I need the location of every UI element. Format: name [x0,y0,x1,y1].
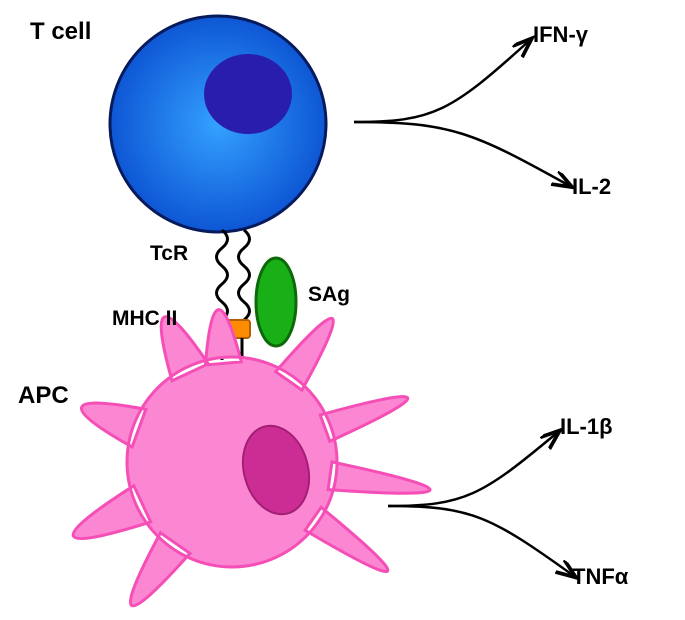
t-cell-nucleus [204,54,292,134]
apc-label: APC [18,382,69,410]
apc-cytokine-arrows [388,432,574,576]
tnf-alpha-label: TNFα [572,564,628,590]
mhc-ii-label: MHC II [112,307,177,331]
ifn-gamma-label: IFN-γ [533,22,588,48]
t-cell-label: T cell [30,18,91,46]
t-cell-body [110,16,326,232]
sag-label: SAg [308,283,350,307]
tcr-receptor [217,230,250,320]
t-cell-cytokine-arrows [354,40,570,186]
sag-ellipse [256,258,296,346]
il-2-label: IL-2 [572,174,611,200]
diagram-canvas [0,0,685,620]
il-1-beta-label: IL-1β [560,414,613,440]
tcr-label: TcR [150,242,188,266]
